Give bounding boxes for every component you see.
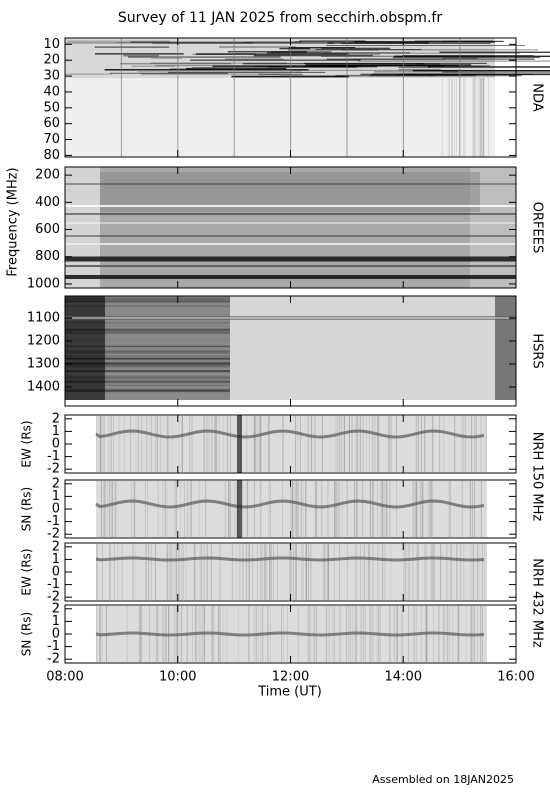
y-tick-label: 2 <box>52 601 60 616</box>
y-tick-label: 1000 <box>27 276 60 291</box>
spectrogram-image <box>65 605 516 663</box>
spectrogram-image <box>65 167 516 288</box>
y-tick-label: 1 <box>52 489 60 504</box>
x-tick-label: 10:00 <box>159 670 196 685</box>
image-band <box>495 296 516 406</box>
x-tick-label: 16:00 <box>497 670 534 685</box>
panel-y-label: SN (Rs) <box>20 487 34 531</box>
y-tick-label: -1 <box>47 639 60 654</box>
chart-title: Survey of 11 JAN 2025 from secchirh.obsp… <box>118 10 442 26</box>
group-label: NRH 432 MHz <box>530 558 545 648</box>
y-tick-label: 400 <box>35 195 60 210</box>
y-tick-label: 2 <box>52 476 60 491</box>
y-tick-label: 20 <box>43 53 60 68</box>
y-tick-label: -2 <box>47 462 60 477</box>
panel-y-label: EW (Rs) <box>20 548 34 595</box>
y-tick-label: 1100 <box>27 311 60 326</box>
spectrogram-image <box>65 296 516 406</box>
y-tick-label: -1 <box>47 449 60 464</box>
y-tick-label: 1400 <box>27 379 60 394</box>
y-tick-label: 200 <box>35 168 60 183</box>
image-ridge <box>95 556 485 562</box>
image-band <box>96 481 487 537</box>
y-tick-label: 1200 <box>27 334 60 349</box>
y-tick-label: 70 <box>43 132 60 147</box>
panel-name: HSRS <box>530 333 545 368</box>
spectrogram-image <box>65 38 550 157</box>
y-tick-label: -1 <box>47 514 60 529</box>
y-tick-label: -2 <box>47 652 60 667</box>
y-tick-label: -2 <box>47 527 60 542</box>
y-tick-label: 2 <box>52 539 60 554</box>
y-tick-label: 2 <box>52 411 60 426</box>
spectrogram-image <box>65 415 516 473</box>
image-band <box>96 416 487 472</box>
y-tick-label: 800 <box>35 249 60 264</box>
x-tick-label: 08:00 <box>46 670 83 685</box>
y-tick-label: 0 <box>52 437 60 452</box>
y-tick-label: 60 <box>43 116 60 131</box>
y-tick-label: -1 <box>47 577 60 592</box>
y-tick-label: 10 <box>43 37 60 52</box>
x-tick-label: 14:00 <box>385 670 422 685</box>
image-band <box>230 296 500 406</box>
y-axis-label: Frequency (MHz) <box>6 167 21 276</box>
image-band <box>105 296 230 406</box>
panel-y-label: SN (Rs) <box>20 612 34 656</box>
y-tick-label: 1300 <box>27 356 60 371</box>
image-band <box>237 480 242 538</box>
y-tick-label: 80 <box>43 148 60 163</box>
image-ridge <box>95 429 485 439</box>
image-band <box>65 167 100 288</box>
image-ridge <box>95 499 485 509</box>
y-tick-label: -2 <box>47 590 60 605</box>
y-tick-label: 600 <box>35 222 60 237</box>
image-band <box>237 415 242 473</box>
y-tick-label: 30 <box>43 69 60 84</box>
y-tick-label: 40 <box>43 84 60 99</box>
y-tick-label: 0 <box>52 565 60 580</box>
x-tick-label: 12:00 <box>272 670 309 685</box>
image-ridge <box>95 631 485 637</box>
panel-name: ORFEES <box>530 202 545 253</box>
footer: Assembled on 18JAN2025 <box>372 773 514 786</box>
y-tick-label: 50 <box>43 100 60 115</box>
spectrogram-image <box>65 480 516 538</box>
spectrogram-image <box>65 543 516 601</box>
y-tick-label: 1 <box>52 424 60 439</box>
x-axis-label: Time (UT) <box>257 685 322 700</box>
image-band <box>96 544 487 600</box>
group-label: NRH 150 MHz <box>530 432 545 522</box>
y-tick-label: 0 <box>52 627 60 642</box>
y-tick-label: 1 <box>52 614 60 629</box>
y-tick-label: 0 <box>52 502 60 517</box>
panel-name: NDA <box>530 83 545 112</box>
y-tick-label: 1 <box>52 552 60 567</box>
image-band <box>65 296 105 406</box>
panel-y-label: EW (Rs) <box>20 420 34 467</box>
